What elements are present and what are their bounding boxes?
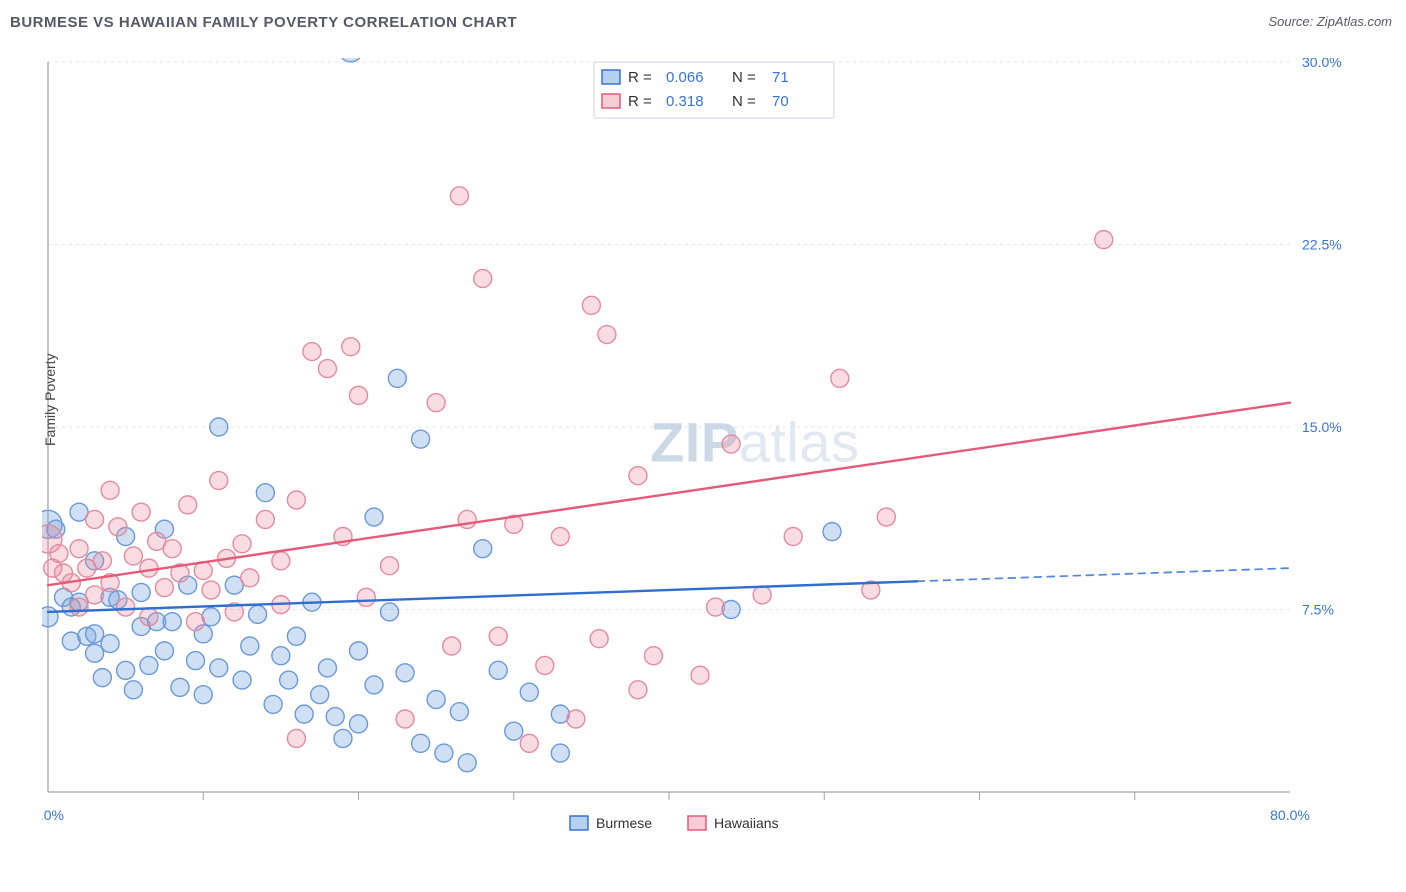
svg-text:22.5%: 22.5% (1302, 237, 1342, 253)
y-axis-label: Family Poverty (42, 353, 58, 446)
svg-text:ZIPatlas: ZIPatlas (650, 411, 859, 474)
source-label: Source: ZipAtlas.com (1268, 14, 1392, 29)
svg-text:Hawaiians: Hawaiians (714, 815, 779, 831)
svg-text:R =: R = (628, 69, 652, 86)
svg-text:15.0%: 15.0% (1302, 419, 1342, 435)
svg-text:30.0%: 30.0% (1302, 58, 1342, 70)
svg-text:Burmese: Burmese (596, 815, 652, 831)
chart-title: BURMESE VS HAWAIIAN FAMILY POVERTY CORRE… (10, 14, 517, 31)
svg-text:R =: R = (628, 93, 652, 110)
svg-text:7.5%: 7.5% (1302, 602, 1334, 618)
chart-area: Family Poverty ZIPatlas 7.5% 15.0% 22.5% 30.… (42, 58, 1362, 834)
svg-text:0.318: 0.318 (666, 93, 704, 110)
svg-text:70: 70 (772, 93, 789, 110)
svg-text:80.0%: 80.0% (1270, 807, 1310, 823)
svg-text:N =: N = (732, 69, 756, 86)
svg-text:0.0%: 0.0% (42, 807, 64, 823)
svg-text:N =: N = (732, 93, 756, 110)
svg-text:0.066: 0.066 (666, 69, 704, 86)
scatter-chart: ZIPatlas 7.5% 15.0% 22.5% 30.0% 0.0% 80.0% R = 0… (42, 58, 1362, 834)
svg-text:71: 71 (772, 69, 789, 86)
